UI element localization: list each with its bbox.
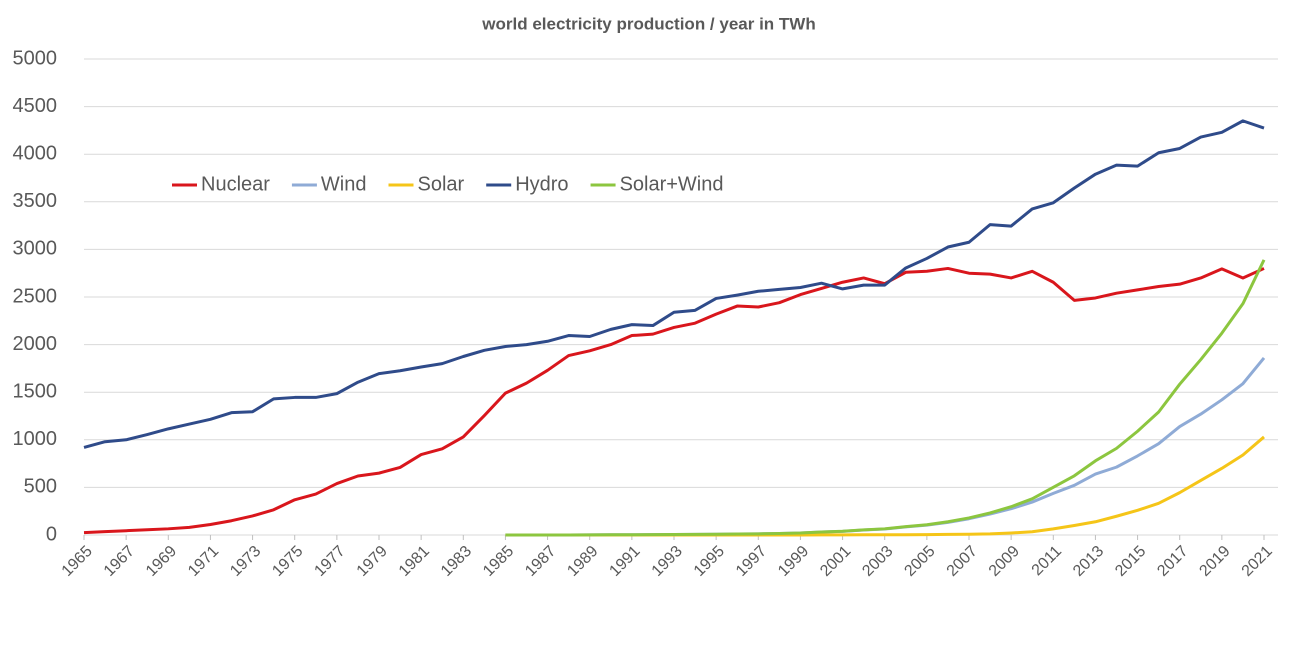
legend-label: Solar bbox=[418, 173, 465, 195]
y-tick-label: 3500 bbox=[13, 190, 58, 212]
y-tick-label: 0 bbox=[46, 523, 57, 545]
legend-label: Hydro bbox=[515, 173, 568, 195]
series-line bbox=[83, 119, 1265, 449]
y-tick-label: 4500 bbox=[13, 95, 58, 117]
y-tick-label: 1500 bbox=[13, 380, 58, 402]
chart-title: world electricity production / year in T… bbox=[481, 14, 815, 33]
legend-label: Nuclear bbox=[201, 173, 270, 195]
y-tick-label: 500 bbox=[24, 476, 57, 498]
y-tick-label: 1000 bbox=[13, 428, 58, 450]
series-line bbox=[83, 266, 1265, 535]
y-tick-label: 2000 bbox=[13, 333, 58, 355]
series-line bbox=[505, 259, 1266, 537]
legend-label: Solar+Wind bbox=[620, 173, 724, 195]
y-tick-label: 2500 bbox=[13, 285, 58, 307]
legend-label: Wind bbox=[321, 173, 367, 195]
y-tick-label: 3000 bbox=[13, 238, 58, 260]
y-tick-label: 5000 bbox=[13, 47, 58, 69]
y-tick-label: 4000 bbox=[13, 142, 58, 164]
